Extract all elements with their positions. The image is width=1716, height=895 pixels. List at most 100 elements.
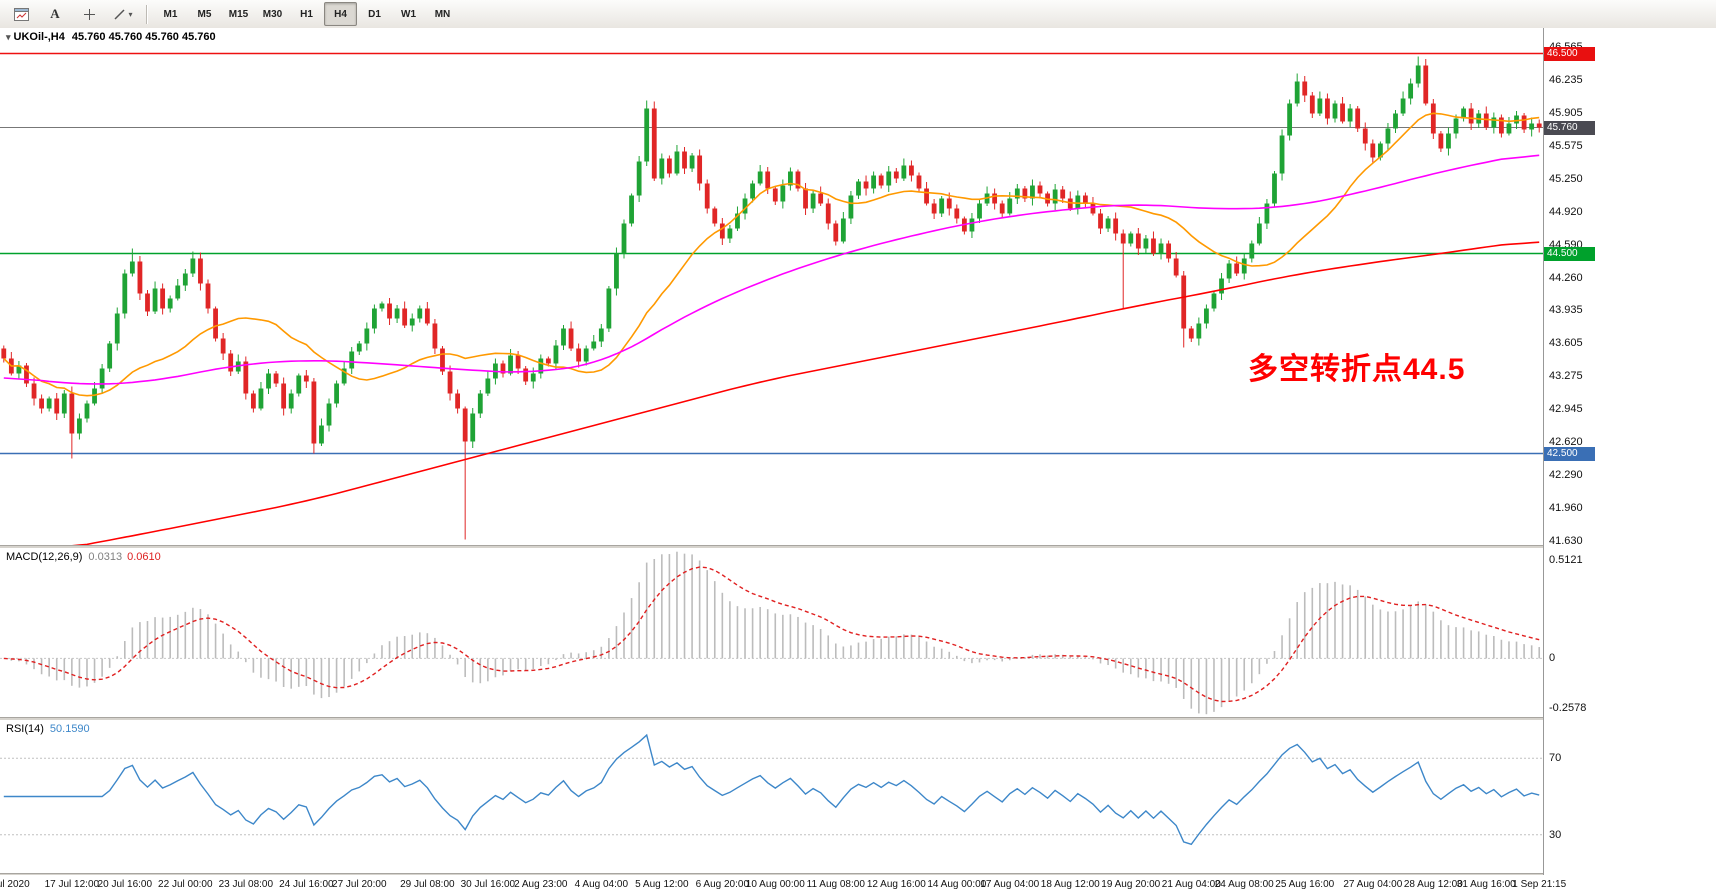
price-tag-44.500: 44.500: [1544, 246, 1595, 261]
time-axis-label: 20 Jul 16:00: [97, 879, 153, 890]
timeframe-h1[interactable]: H1: [300, 8, 313, 20]
time-axis-label: 18 Aug 12:00: [1040, 879, 1100, 890]
text-tool-label: A: [50, 6, 60, 21]
price-tag-42.500: 42.500: [1544, 446, 1595, 461]
macd-axis-label: 0.5121: [1549, 553, 1583, 566]
rsi-value: 50.1590: [49, 723, 90, 735]
rsi-panel[interactable]: RSI(14) 50.1590: [0, 720, 1543, 873]
rsi-svg[interactable]: [0, 720, 1543, 873]
candles: [1, 56, 1542, 540]
time-axis-label: 21 Aug 04:00: [1161, 879, 1221, 890]
macd-axis-label: 0: [1549, 652, 1556, 665]
main-chart-panel[interactable]: ▾ UKOil-,H4 45.760 45.760 45.760 45.760 多空…: [0, 28, 1543, 545]
chart-window-button[interactable]: [5, 2, 37, 26]
time-axis-label: 1 Sep 21:15: [1512, 879, 1567, 890]
ma-fast-line: [3, 112, 1540, 397]
ohlc-values: 45.760 45.760 45.760 45.760: [71, 31, 216, 43]
time-axis-label: 10 Aug 00:00: [745, 879, 805, 890]
time-axis-label: 4 Aug 04:00: [574, 879, 629, 890]
price-axis-label: 43.605: [1549, 337, 1583, 349]
macd-histogram: [10, 551, 1541, 715]
time-axis-label: 11 Aug 08:00: [806, 879, 865, 890]
crosshair-icon: [83, 8, 96, 21]
price-axis-label: 43.275: [1549, 370, 1583, 382]
price-axis-label: 45.905: [1549, 107, 1583, 119]
chart-window-icon: [13, 7, 29, 21]
price-axis-label: 42.290: [1549, 468, 1583, 481]
text-tool-button[interactable]: A: [39, 2, 71, 26]
crosshair-tool-button[interactable]: [73, 2, 105, 26]
time-axis-label: 17 Jul 12:00: [44, 879, 100, 890]
timeframe-m5[interactable]: M5: [197, 8, 212, 20]
timeframe-d1[interactable]: D1: [368, 8, 381, 20]
trendline-icon: [113, 8, 126, 21]
price-axis[interactable]: 46.56546.23545.90545.57545.25044.92044.5…: [1543, 28, 1716, 875]
macd-name: MACD(12,26,9): [6, 551, 83, 563]
main-chart-svg[interactable]: [0, 28, 1543, 545]
rsi-line: [3, 733, 1540, 846]
price-axis-label: 45.250: [1549, 172, 1583, 185]
macd-axis-label: -0.2578: [1549, 701, 1587, 714]
time-axis-label: 5 Aug 12:00: [635, 879, 689, 890]
rsi-name: RSI(14): [6, 723, 44, 735]
time-axis-label: 19 Aug 20:00: [1101, 879, 1161, 890]
timeframe-m1[interactable]: M1: [163, 8, 178, 20]
time-axis-label: 29 Jul 08:00: [400, 879, 455, 890]
one-click-trading-arrow[interactable]: ▾: [6, 32, 11, 42]
macd-signal-line: [3, 566, 1540, 703]
time-axis-label: 2 Aug 23:00: [514, 879, 568, 890]
timeframe-group: M1 M5 M15 M30 H1 H4 D1 W1 MN: [154, 2, 459, 26]
macd-signal-value: 0.0610: [127, 551, 161, 563]
timeframe-m30[interactable]: M30: [262, 8, 283, 20]
time-axis-label: 31 Aug 16:00: [1456, 879, 1516, 890]
time-axis-label: 17 Aug 04:00: [980, 879, 1040, 890]
chart-title: ▾ UKOil-,H4 45.760 45.760 45.760 45.760: [6, 31, 216, 43]
time-axis-label: 12 Aug 16:00: [866, 879, 926, 890]
price-axis-label: 44.260: [1549, 271, 1583, 284]
price-axis-label: 43.935: [1549, 304, 1583, 316]
timeframe-mn[interactable]: MN: [434, 8, 451, 20]
price-axis-label: 41.960: [1549, 501, 1583, 514]
time-axis-label: 27 Aug 04:00: [1343, 879, 1403, 890]
rsi-label: RSI(14) 50.1590: [6, 723, 90, 735]
price-axis-label: 42.945: [1549, 403, 1583, 415]
time-axis-label: 6 Aug 20:00: [695, 879, 750, 890]
time-axis-label: 16 Jul 2020: [0, 879, 30, 890]
time-axis-label: 30 Jul 16:00: [460, 879, 516, 890]
macd-panel[interactable]: MACD(12,26,9) 0.0313 0.0610: [0, 548, 1543, 717]
price-axis-label: 46.235: [1549, 74, 1583, 86]
macd-svg[interactable]: [0, 548, 1543, 717]
time-axis-label: 24 Aug 08:00: [1214, 879, 1274, 890]
draw-tools-button[interactable]: ▾: [107, 2, 139, 26]
panel-splitter[interactable]: [0, 873, 1716, 876]
rsi-axis-label: 70: [1549, 752, 1562, 765]
time-axis-label: 27 Jul 20:00: [332, 879, 387, 890]
price-axis-label: 44.920: [1549, 205, 1583, 218]
ma-slow-line: [71, 241, 1540, 545]
price-axis-label: 45.575: [1549, 140, 1583, 152]
chevron-down-icon: ▾: [128, 9, 133, 19]
price-tag-46.500: 46.500: [1544, 46, 1595, 61]
price-tag-45.760: 45.760: [1544, 120, 1595, 135]
time-axis-label: 25 Aug 16:00: [1275, 879, 1335, 890]
timeframe-w1[interactable]: W1: [401, 8, 416, 20]
ma-mid-line: [3, 154, 1540, 385]
macd-main-value: 0.0313: [88, 551, 123, 563]
macd-label: MACD(12,26,9) 0.0313 0.0610: [6, 551, 161, 563]
timeframe-m15[interactable]: M15: [228, 8, 249, 20]
timeframe-h4[interactable]: H4: [324, 2, 357, 26]
symbol-timeframe-label: UKOil-,H4: [13, 31, 65, 43]
price-axis-label: 41.630: [1549, 534, 1583, 547]
time-axis-label: 23 Jul 08:00: [218, 879, 274, 890]
time-axis-label: 14 Aug 00:00: [927, 879, 987, 890]
toolbar-separator: [146, 4, 147, 24]
time-axis-label: 28 Aug 12:00: [1403, 879, 1463, 890]
chart-annotation: 多空转折点44.5: [1248, 353, 1466, 386]
panel-splitter[interactable]: [0, 717, 1716, 721]
rsi-axis-label: 30: [1549, 828, 1562, 841]
time-axis-label: 24 Jul 16:00: [279, 879, 334, 890]
panel-splitter[interactable]: [0, 545, 1716, 549]
time-axis-label: 22 Jul 00:00: [158, 879, 213, 890]
